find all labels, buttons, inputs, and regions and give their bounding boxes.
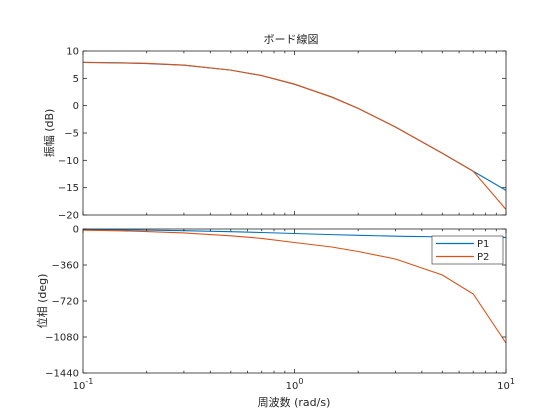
phase-axes-box: [82, 228, 507, 374]
phase-line-p2: [82, 229, 507, 344]
phase-ytick-label: −1440: [45, 369, 79, 380]
magnitude-ytick-label: 5: [73, 74, 79, 85]
magnitude-ytick-label: 10: [66, 47, 79, 58]
magnitude-plot-area: [83, 51, 506, 215]
magnitude-ytick-label: −10: [58, 156, 79, 167]
figure-xlabel: 周波数 (rad/s): [258, 396, 331, 409]
phase-ytick-label: −360: [52, 261, 79, 272]
magnitude-ylabel: 振幅 (dB): [42, 109, 56, 158]
phase-ytick-label: −720: [52, 297, 79, 308]
magnitude-line-p2: [82, 61, 507, 210]
magnitude-axes-box: [82, 50, 507, 216]
magnitude-ytick-label: −15: [58, 183, 79, 194]
phase-xtick-label: 10-1: [73, 377, 94, 392]
phase-xtick-label: 100: [286, 377, 304, 392]
legend: P1 P2: [431, 235, 504, 265]
magnitude-axes: 10 5 0 −5 −10 −15 −20 振幅 (dB): [42, 47, 507, 222]
phase-xtick-label: 101: [497, 377, 515, 392]
phase-ylabel: 位相 (deg): [35, 274, 49, 329]
phase-ytick-label: 0: [73, 225, 79, 236]
magnitude-ytick-label: −5: [64, 129, 79, 140]
legend-box: [431, 235, 504, 265]
figure-title: ボード線図: [264, 32, 319, 46]
legend-label-p2: P2: [477, 252, 489, 263]
magnitude-ytick-label: −20: [58, 211, 79, 222]
magnitude-ticks: 10 5 0 −5 −10 −15 −20: [58, 47, 507, 222]
legend-label-p1: P1: [477, 239, 489, 250]
magnitude-ytick-label: 0: [73, 101, 79, 112]
magnitude-lines: [82, 61, 507, 210]
phase-ytick-label: −1080: [45, 333, 79, 344]
